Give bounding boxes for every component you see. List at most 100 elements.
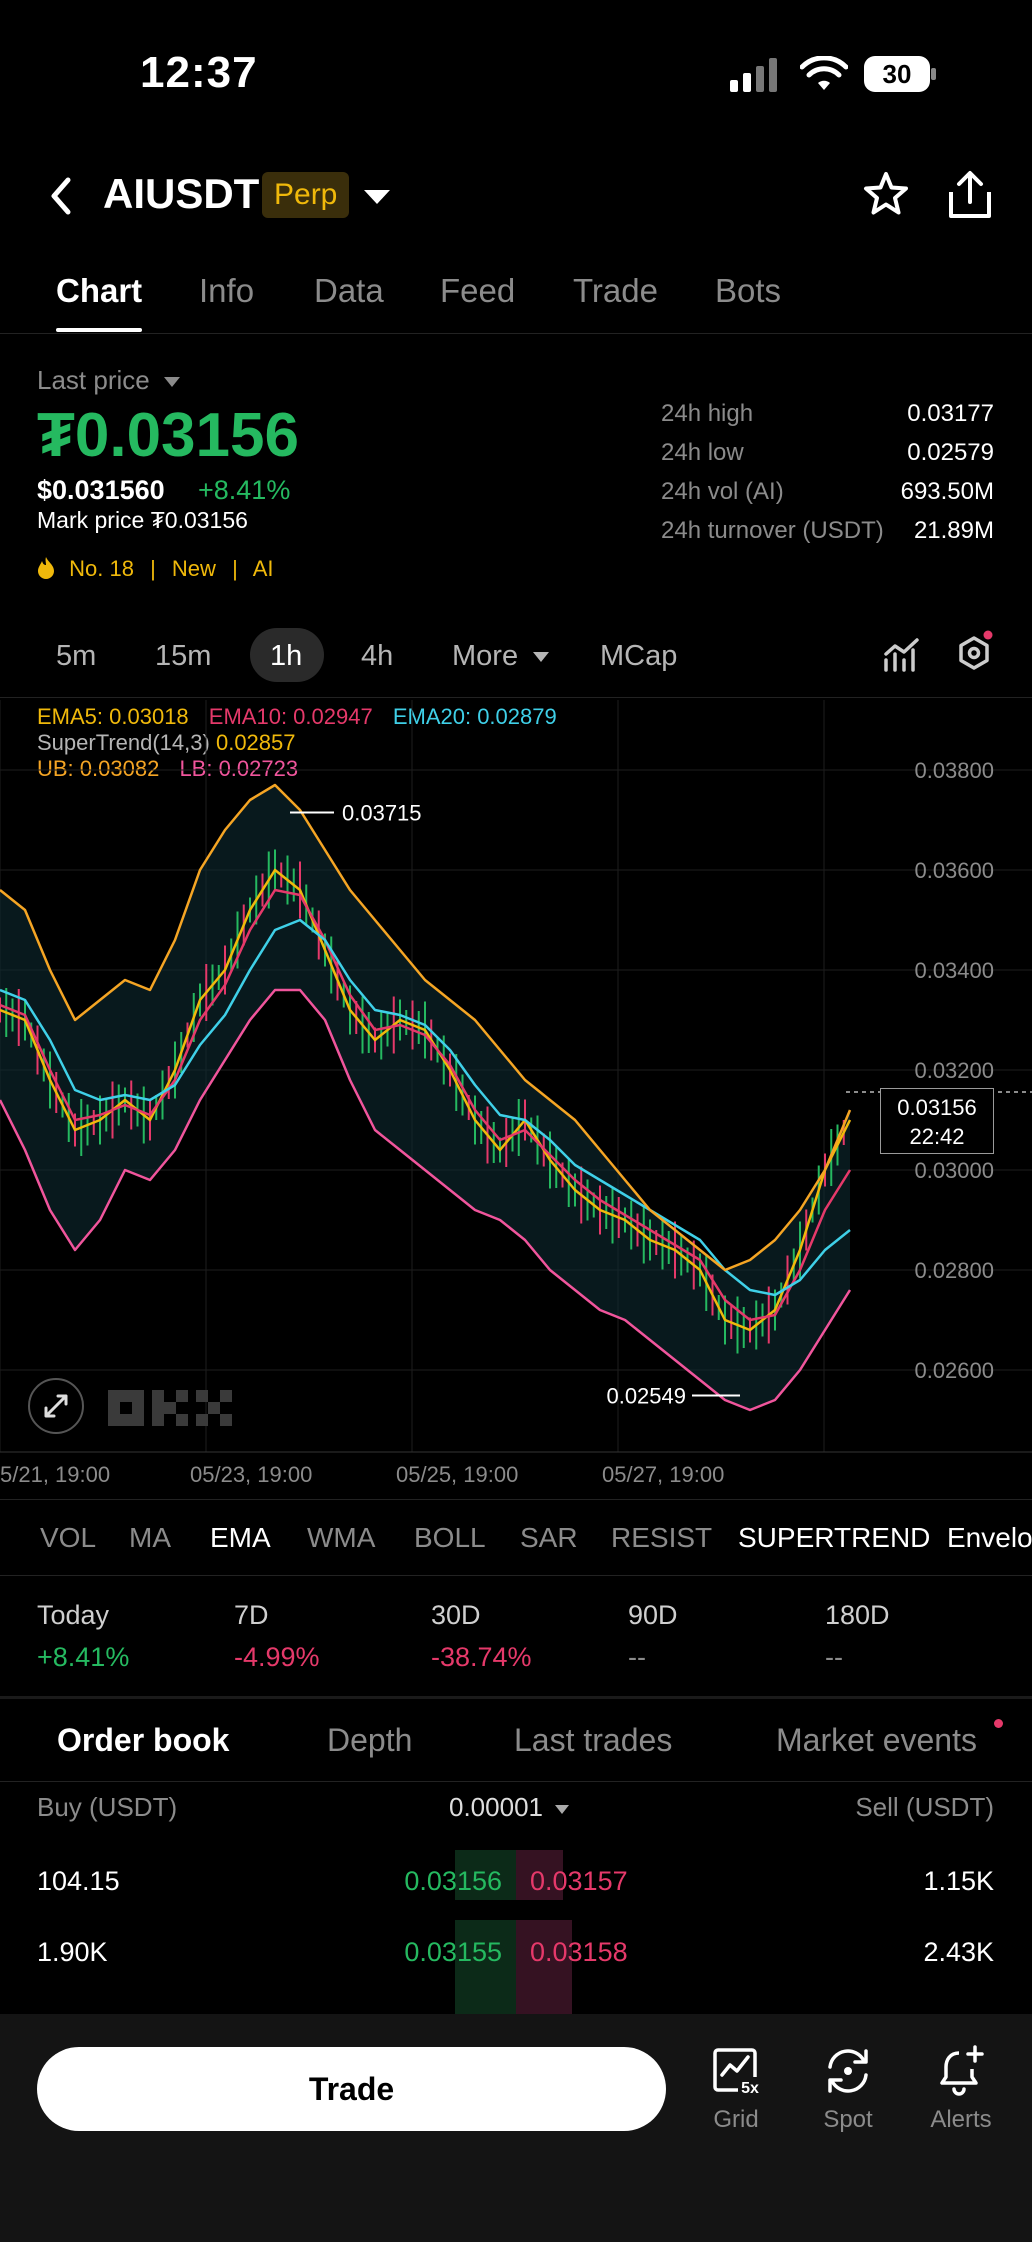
stat-value-high: 0.03177: [907, 400, 994, 427]
x-tick-label: 5/21, 19:00: [0, 1462, 110, 1487]
swap-icon: [828, 2049, 868, 2093]
tab-market-events[interactable]: Market events: [776, 1722, 977, 1758]
perf-value-30d: -38.74%: [431, 1642, 532, 1672]
order-row[interactable]: 104.15 0.03156 0.03157 1.15K: [0, 1866, 1032, 1906]
perf-label-7d: 7D: [234, 1600, 269, 1630]
sell-header: Sell (USDT): [855, 1792, 994, 1822]
stat-value-vol: 693.50M: [900, 478, 994, 505]
timeframe-more[interactable]: More: [452, 640, 550, 673]
tab-chart[interactable]: Chart: [56, 272, 143, 309]
bid-price: 0.03156: [404, 1866, 502, 1896]
divider: [0, 1499, 1032, 1500]
tab-depth[interactable]: Depth: [327, 1722, 413, 1758]
stat-value-low: 0.02579: [907, 439, 994, 466]
bid-price: 0.03155: [404, 1937, 502, 1967]
tab-last-trades[interactable]: Last trades: [514, 1722, 673, 1758]
timeframe-mcap[interactable]: MCap: [600, 640, 678, 672]
order-row[interactable]: 1.90K 0.03155 0.03158 2.43K: [0, 1937, 1032, 1977]
perf-value-7d: -4.99%: [234, 1642, 320, 1672]
symbol-title[interactable]: AIUSDT: [103, 170, 260, 217]
share-icon[interactable]: [946, 170, 994, 225]
envelope-band: [0, 785, 850, 1410]
ask-depth-bar: [516, 1850, 563, 1900]
series-line-ema20: [0, 918, 851, 1297]
grid-badge: 5x: [741, 2080, 759, 2097]
sell-amount: 1.15K: [923, 1866, 994, 1896]
battery-icon: 30: [864, 56, 936, 92]
timeframe-15m[interactable]: 15m: [155, 640, 212, 672]
grid-label: Grid: [713, 2106, 759, 2133]
grid-bot-icon: 5x: [713, 2048, 762, 2097]
y-tick-label: 0.03200: [914, 1058, 994, 1083]
timeframe-more-label: More: [452, 640, 519, 672]
y-tick-label: 0.02800: [914, 1258, 994, 1283]
timeframe-4h[interactable]: 4h: [361, 640, 394, 672]
divider: [0, 1575, 1032, 1576]
tab-feed[interactable]: Feed: [440, 272, 516, 309]
tick-size-select[interactable]: 0.00001: [449, 1792, 570, 1823]
tab-underline: [56, 328, 142, 332]
timeframe-5m[interactable]: 5m: [56, 640, 97, 672]
ask-price: 0.03157: [530, 1866, 628, 1896]
high-annotation: 0.03715: [342, 801, 422, 826]
indicator-tab-envelope[interactable]: Envelop: [947, 1522, 1032, 1553]
tab-bots[interactable]: Bots: [715, 272, 782, 309]
perf-value-180d: --: [825, 1642, 843, 1672]
indicator-tab-ma[interactable]: MA: [129, 1522, 171, 1553]
buy-header: Buy (USDT): [37, 1792, 178, 1822]
status-time: 12:37: [140, 48, 258, 97]
indicator-tab-supertrend[interactable]: SUPERTREND: [738, 1522, 931, 1553]
price-chart[interactable]: 0.03800 0.03600 0.03400 0.03200 0.03000 0.028…: [0, 700, 1032, 1500]
ask-price: 0.03158: [530, 1937, 628, 1967]
indicator-tab-sar[interactable]: SAR: [520, 1522, 578, 1553]
stat-label-turnover: 24h turnover (USDT): [661, 517, 884, 544]
caret-down-icon: [555, 1804, 570, 1814]
alerts-button[interactable]: Alerts: [911, 2045, 1011, 2134]
indicator-tab-ema[interactable]: EMA: [210, 1522, 271, 1553]
spot-label: Spot: [823, 2106, 873, 2133]
indicator-tab-boll[interactable]: BOLL: [414, 1522, 486, 1553]
countdown: 22:42: [909, 1124, 965, 1149]
indicator-tab-resist[interactable]: RESIST: [611, 1522, 713, 1553]
timeframe-1h[interactable]: 1h: [270, 640, 303, 672]
fullscreen-icon[interactable]: [28, 1378, 84, 1434]
series-line-ema10: [0, 888, 852, 1322]
notification-dot: [994, 1719, 1003, 1728]
main-tabs: Chart Info Data Feed Trade Bots: [0, 264, 1032, 334]
spot-button[interactable]: Spot: [798, 2045, 898, 2134]
section-divider: [0, 1696, 1032, 1699]
indicator-tab-vol[interactable]: VOL: [40, 1522, 97, 1553]
legend-supertrend-value: 0.02857: [215, 730, 296, 755]
back-icon[interactable]: [48, 176, 72, 221]
perf-label-30d: 30D: [431, 1600, 481, 1630]
new-tag: New: [171, 556, 216, 581]
low-annotation: 0.02549: [606, 1384, 686, 1409]
y-tick-label: 0.03000: [914, 1158, 994, 1183]
y-tick-label: 0.02600: [914, 1358, 994, 1383]
indicator-icon[interactable]: [884, 638, 920, 677]
usd-price: $0.031560: [37, 475, 165, 505]
perf-label-180d: 180D: [825, 1600, 890, 1630]
divider: [0, 697, 1032, 698]
last-price-label[interactable]: Last price: [37, 365, 181, 396]
tab-order-book[interactable]: Order book: [57, 1722, 230, 1758]
chart-settings-icon[interactable]: [954, 630, 994, 679]
last-price-value: ₮0.03156: [37, 401, 299, 470]
tab-data[interactable]: Data: [314, 272, 384, 309]
signal-icon: [730, 58, 782, 97]
tab-info[interactable]: Info: [199, 272, 255, 309]
grid-button[interactable]: 5x Grid: [686, 2045, 786, 2134]
series-line-ub: [0, 783, 852, 1272]
series-line-lb: [0, 988, 852, 1412]
indicator-tab-wma[interactable]: WMA: [307, 1522, 376, 1553]
trade-button[interactable]: Trade: [37, 2047, 666, 2131]
star-icon[interactable]: [862, 170, 910, 223]
perf-value-today: +8.41%: [37, 1642, 130, 1672]
stat-label-vol: 24h vol (AI): [661, 478, 784, 505]
tag-separator: |: [232, 556, 238, 581]
okx-watermark-icon: [108, 1390, 234, 1431]
fire-icon: [38, 557, 54, 579]
tab-trade[interactable]: Trade: [573, 272, 658, 309]
symbol-dropdown-icon[interactable]: [362, 188, 392, 211]
perp-badge: Perp: [262, 172, 350, 218]
